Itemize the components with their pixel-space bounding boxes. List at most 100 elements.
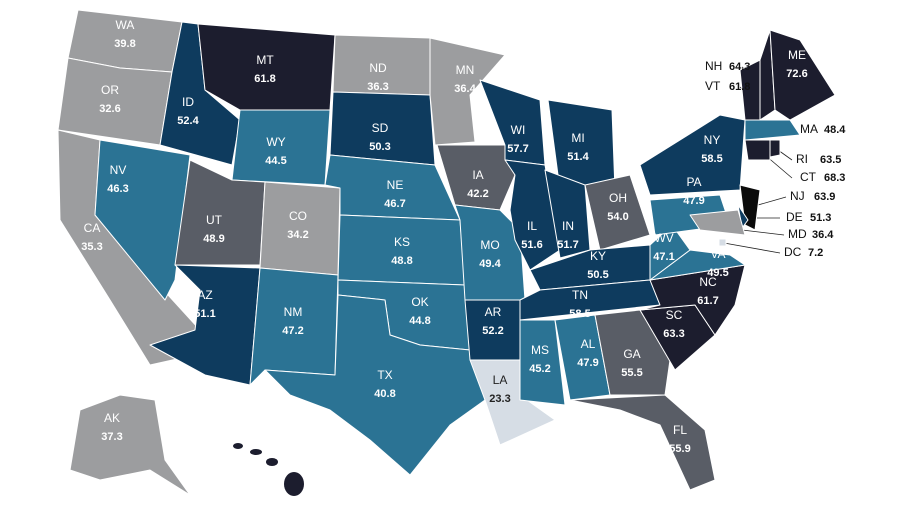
state (718, 238, 727, 247)
state-abbr: WI (511, 123, 526, 137)
state-abbr: MI (571, 131, 584, 145)
state-abbr: ND (369, 61, 387, 75)
state-value: 44.5 (265, 155, 286, 167)
state (594, 309, 671, 396)
state-value: 52.4 (177, 115, 199, 127)
hawaii-island (233, 443, 243, 449)
state (174, 159, 266, 266)
state-value: 61.8 (729, 81, 750, 93)
state-value: 45.2 (529, 363, 550, 375)
state-abbr: IL (527, 219, 537, 233)
state-value: 35.3 (81, 241, 102, 253)
hawaii-island (250, 449, 262, 455)
state-value: 48.8 (391, 255, 412, 267)
state-abbr: NC (699, 275, 717, 289)
state-value: 39.8 (114, 38, 135, 50)
state (337, 214, 466, 286)
state-abbr: NY (704, 133, 721, 147)
state-value: 51.3 (810, 212, 831, 224)
state (689, 209, 746, 236)
state-abbr: SC (666, 308, 683, 322)
state-abbr: NH (705, 59, 722, 73)
state (639, 114, 746, 196)
state-abbr: LA (493, 373, 508, 387)
state-abbr: WA (116, 18, 135, 32)
state-value: 72.6 (786, 68, 807, 80)
state-abbr: RI (796, 152, 808, 166)
state-abbr: DC (784, 245, 802, 259)
state-value: 63.9 (814, 191, 835, 203)
state (744, 139, 771, 161)
state (584, 174, 651, 251)
state-value: 36.4 (812, 229, 834, 241)
state-abbr: PA (686, 175, 701, 189)
state-abbr: DE (786, 210, 803, 224)
state-value: 49.5 (707, 267, 728, 279)
state-abbr: SD (372, 121, 389, 135)
state-value: 36.3 (367, 81, 388, 93)
state-value: 51.4 (567, 151, 589, 163)
state-value: 44.8 (409, 315, 430, 327)
hawaii-island (284, 472, 304, 496)
state-abbr: TX (377, 368, 392, 382)
state-value: 51.7 (557, 239, 578, 251)
state-value: 48.9 (203, 233, 224, 245)
state-abbr: CO (289, 209, 307, 223)
state-abbr: NV (110, 163, 127, 177)
state-abbr: NJ (790, 189, 805, 203)
state-abbr: MA (800, 122, 818, 136)
state-abbr: ME (788, 48, 806, 62)
state-value: 50.5 (587, 269, 608, 281)
state-abbr: MT (256, 53, 274, 67)
state-abbr: ID (182, 95, 194, 109)
state-abbr: OR (101, 83, 119, 97)
state-abbr: CT (800, 170, 817, 184)
state-value: 37.3 (101, 431, 122, 443)
state-abbr: FL (673, 423, 687, 437)
state-value: 50.3 (369, 141, 390, 153)
state-abbr: VA (710, 247, 725, 261)
state (57, 57, 173, 146)
state-value: 46.3 (107, 183, 128, 195)
state-abbr: IA (472, 168, 483, 182)
leader-line (757, 196, 787, 206)
state-abbr: MN (456, 63, 475, 77)
state-abbr: OH (609, 191, 627, 205)
state-abbr: KS (394, 235, 410, 249)
state-value: 49.4 (479, 258, 501, 270)
state-abbr: WY (266, 135, 285, 149)
state-abbr: AL (581, 337, 596, 351)
state-abbr: MS (531, 343, 549, 357)
state (519, 319, 566, 406)
state-value: 64.3 (729, 61, 750, 73)
state-abbr: NE (387, 178, 404, 192)
state-value: 51.6 (521, 239, 542, 251)
state-value: 68.3 (824, 172, 845, 184)
state (744, 119, 801, 141)
state (769, 29, 836, 121)
state-value: 7.2 (808, 247, 823, 259)
state-value: 40.8 (374, 388, 395, 400)
state-value: 57.7 (507, 143, 528, 155)
state-value: 47.2 (282, 325, 303, 337)
state-abbr: VT (705, 79, 721, 93)
state (429, 37, 506, 146)
state-labels: WA 39.8 OR 32.6 CA 35.3 NV 46.3 ID 52.4 MT 61.8 WY 44… (81, 18, 846, 455)
state-value: 48.4 (824, 124, 846, 136)
state-value: 58.5 (569, 308, 590, 320)
state-abbr: WV (654, 231, 673, 245)
state-abbr: AR (485, 305, 502, 319)
state-value: 36.4 (454, 83, 476, 95)
state-value: 52.2 (482, 325, 503, 337)
state-value: 47.9 (577, 357, 598, 369)
state-value: 34.2 (287, 229, 308, 241)
state-value: 63.5 (820, 154, 841, 166)
hawaii-island (266, 458, 278, 466)
state-abbr: CA (84, 221, 101, 235)
state (94, 139, 191, 301)
state-value: 42.2 (467, 188, 488, 200)
state-value: 63.3 (663, 328, 684, 340)
state-abbr: TN (572, 288, 588, 302)
state-abbr: MO (480, 238, 499, 252)
state-abbr: NM (284, 305, 303, 319)
